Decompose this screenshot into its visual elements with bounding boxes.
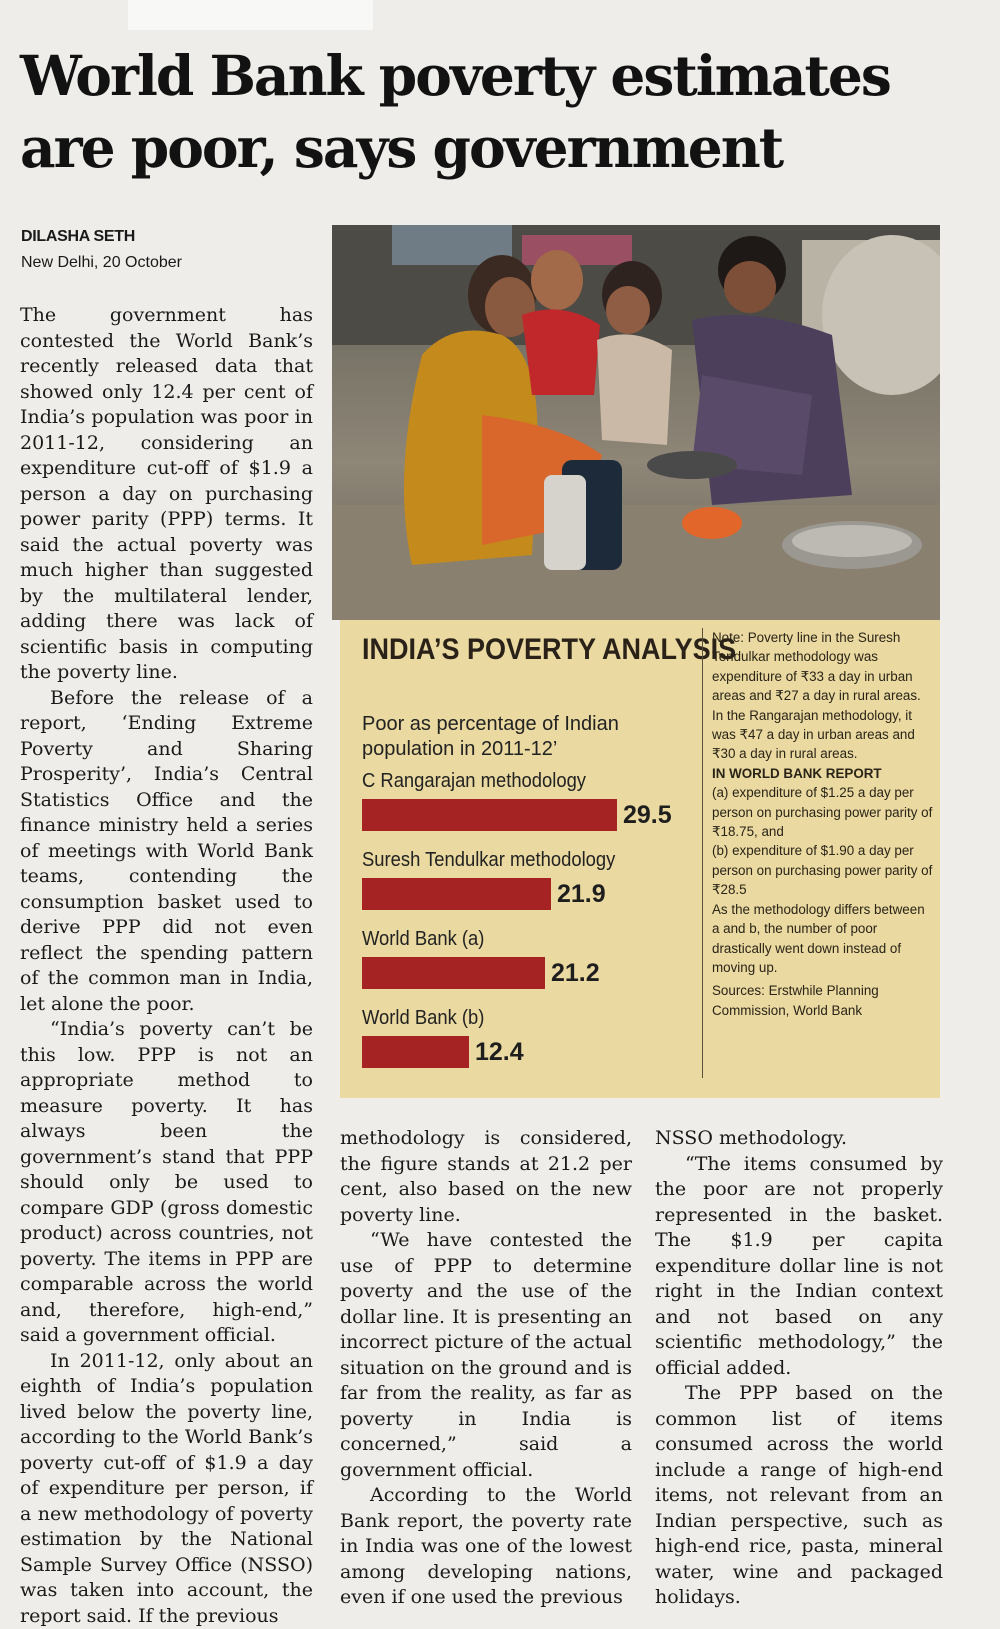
bar-value-label: 21.9 — [557, 880, 606, 909]
news-photo — [332, 225, 940, 620]
bar-chart: C Rangarajan methodology 29.5 Suresh Tendu… — [362, 770, 702, 1090]
sources-note: Sources: Erstwhile Planning Commission, … — [712, 981, 934, 1020]
methodology-difference-note: As the methodology differs between a and… — [712, 900, 934, 978]
bar-row: C Rangarajan methodology 29.5 — [362, 770, 672, 831]
bar-line: 12.4 — [362, 1036, 524, 1068]
bar-row: Suresh Tendulkar methodology 21.9 — [362, 849, 637, 910]
graphic-notes: Note: Poverty line in the Suresh Tendulk… — [712, 628, 934, 1020]
bar — [362, 799, 617, 831]
world-bank-note-b: (b) expenditure of $1.90 a day per perso… — [712, 841, 934, 899]
poverty-infographic: INDIA’S POVERTY ANALYSIS Poor as percent… — [340, 620, 940, 1098]
article-column-1: The government has contested the World B… — [20, 303, 313, 1629]
bar-value-label: 12.4 — [475, 1038, 524, 1067]
top-scan-strip — [128, 0, 373, 30]
bar-line: 29.5 — [362, 799, 672, 831]
bar-line: 21.9 — [362, 878, 637, 910]
bar-row: World Bank (a) 21.2 — [362, 928, 600, 989]
paragraph: “India’s poverty can’t be this low. PPP … — [20, 1017, 313, 1349]
bar-category-label: C Rangarajan methodology — [362, 770, 647, 793]
paragraph: methodology is considered, the figure st… — [340, 1126, 632, 1228]
bar — [362, 1036, 469, 1068]
byline: DILASHA SETH New Delhi, 20 October — [21, 228, 182, 272]
bar — [362, 957, 545, 989]
bar-category-label: World Bank (b) — [362, 1007, 511, 1030]
paragraph: The government has contested the World B… — [20, 303, 313, 686]
graphic-subtitle: Poor as percentage of Indian population … — [362, 712, 652, 762]
bar — [362, 878, 551, 910]
paragraph: Before the release of a report, ‘Ending … — [20, 686, 313, 1018]
world-bank-note-a: (a) expenditure of $1.25 a day per perso… — [712, 783, 934, 841]
graphic-title: INDIA’S POVERTY ANALYSIS — [362, 632, 736, 667]
headline: World Bank poverty estimates are poor, s… — [20, 40, 980, 184]
author-name: DILASHA SETH — [21, 228, 182, 246]
bar-value-label: 29.5 — [623, 801, 672, 830]
methodology-note: Note: Poverty line in the Suresh Tendulk… — [712, 628, 934, 764]
bar-category-label: Suresh Tendulkar methodology — [362, 849, 615, 872]
paragraph: The PPP based on the common list of item… — [655, 1381, 943, 1611]
bar-category-label: World Bank (a) — [362, 928, 581, 951]
world-bank-report-heading: IN WORLD BANK REPORT — [712, 764, 934, 783]
paragraph: According to the World Bank report, the … — [340, 1483, 632, 1611]
article-column-3: NSSO methodology. “The items consumed by… — [655, 1126, 943, 1611]
bar-row: World Bank (b) 12.4 — [362, 1007, 524, 1068]
article-column-2: methodology is considered, the figure st… — [340, 1126, 632, 1611]
bar-value-label: 21.2 — [551, 959, 600, 988]
paragraph: “We have contested the use of PPP to det… — [340, 1228, 632, 1483]
bar-line: 21.2 — [362, 957, 600, 989]
paragraph: “The items consumed by the poor are not … — [655, 1152, 943, 1382]
graphic-divider — [702, 628, 703, 1078]
paragraph: In 2011-12, only about an eighth of Indi… — [20, 1349, 313, 1629]
dateline: New Delhi, 20 October — [21, 254, 182, 272]
paragraph: NSSO methodology. — [655, 1126, 943, 1152]
